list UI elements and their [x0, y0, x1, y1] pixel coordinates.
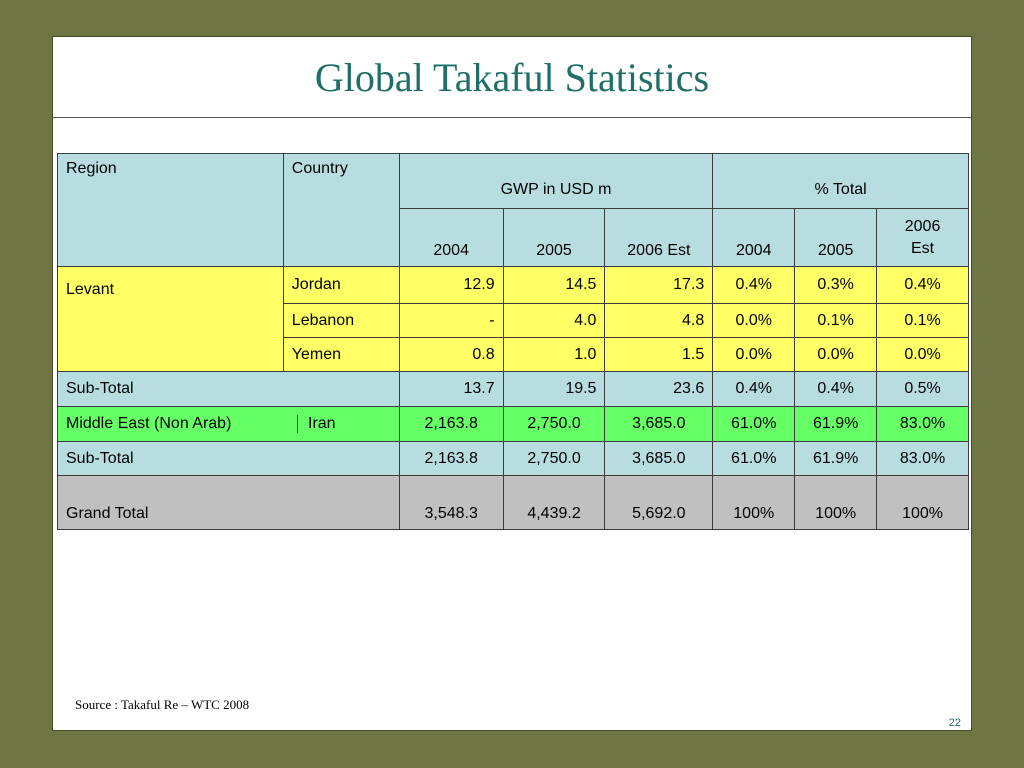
country-cell: Yemen [282, 337, 400, 372]
value-cell: 0.0% [794, 337, 878, 372]
value-cell: 0.5% [876, 371, 969, 407]
title-bar: Global Takaful Statistics [53, 37, 971, 118]
region-levant: Levant [57, 266, 284, 372]
takaful-statistics-table: Region Country GWP in USD m % Total 2004… [57, 153, 969, 530]
subtotal-row: Sub-Total 13.7 19.5 23.6 0.4% 0.4% 0.5% [57, 371, 969, 407]
value-cell: 83.0% [876, 406, 969, 442]
value-cell: 61.9% [794, 406, 878, 442]
header-pct-total: % Total [712, 153, 969, 209]
country-cell: Iran [308, 415, 336, 432]
table-row: Levant Jordan 12.9 14.5 17.3 0.4% 0.3% 0… [57, 266, 969, 372]
header-year: 2005 [794, 208, 878, 267]
value-cell: 1.5 [604, 337, 714, 372]
header-region: Region [57, 153, 284, 267]
value-cell: 0.4% [712, 266, 796, 304]
header-year: 2006 Est [604, 208, 714, 267]
value-cell: 0.0% [712, 337, 796, 372]
header-country: Country [282, 153, 400, 267]
value-cell: 23.6 [604, 371, 714, 407]
grand-total-label: Grand Total [57, 475, 400, 530]
table-row: Middle East (Non Arab) Iran 2,163.8 2,75… [57, 406, 969, 442]
value-cell: 0.1% [876, 303, 969, 338]
subtotal-row: Sub-Total 2,163.8 2,750.0 3,685.0 61.0% … [57, 441, 969, 476]
slide: Global Takaful Statistics Region Country… [52, 36, 972, 731]
value-cell: 0.0% [712, 303, 796, 338]
subtotal-label: Sub-Total [57, 441, 400, 476]
value-cell: 0.8 [398, 337, 504, 372]
value-cell: 0.4% [794, 371, 878, 407]
value-cell: 2,163.8 [398, 441, 504, 476]
header-gwp: GWP in USD m [398, 153, 714, 209]
value-cell: 61.9% [794, 441, 878, 476]
region-middle-east: Middle East (Non Arab) [58, 415, 298, 433]
value-cell: - [398, 303, 504, 338]
header-year: 2006 Est [876, 208, 969, 267]
value-cell: 0.4% [712, 371, 796, 407]
value-cell: 4.0 [502, 303, 606, 338]
value-cell: 61.0% [712, 441, 796, 476]
value-cell: 3,548.3 [398, 475, 504, 530]
header-year-text: 2006 Est [904, 218, 941, 257]
value-cell: 17.3 [604, 266, 714, 304]
value-cell: 100% [876, 475, 969, 530]
value-cell: 19.5 [502, 371, 606, 407]
subtotal-label: Sub-Total [57, 371, 400, 407]
table-header-row: Region Country GWP in USD m % Total [57, 153, 969, 267]
value-cell: 0.1% [794, 303, 878, 338]
country-cell: Jordan [282, 266, 400, 304]
value-cell: 3,685.0 [604, 441, 714, 476]
country-cell: Lebanon [282, 303, 400, 338]
value-cell: 4.8 [604, 303, 714, 338]
value-cell: 13.7 [398, 371, 504, 407]
value-cell: 3,685.0 [604, 406, 714, 442]
grand-total-row: Grand Total 3,548.3 4,439.2 5,692.0 100%… [57, 475, 969, 530]
value-cell: 12.9 [398, 266, 504, 304]
value-cell: 61.0% [712, 406, 796, 442]
value-cell: 1.0 [502, 337, 606, 372]
value-cell: 2,750.0 [502, 406, 606, 442]
value-cell: 0.0% [876, 337, 969, 372]
value-cell: 100% [794, 475, 878, 530]
value-cell: 5,692.0 [604, 475, 714, 530]
page-number: 22 [948, 717, 961, 729]
value-cell: 0.4% [876, 266, 969, 304]
value-cell: 2,163.8 [398, 406, 504, 442]
header-year: 2005 [502, 208, 606, 267]
value-cell: 0.3% [794, 266, 878, 304]
value-cell: 100% [712, 475, 796, 530]
table-row: Yemen 0.8 1.0 1.5 0.0% 0.0% 0.0% [58, 337, 969, 372]
value-cell: 14.5 [502, 266, 606, 304]
header-year: 2004 [712, 208, 796, 267]
value-cell: 83.0% [876, 441, 969, 476]
page-title: Global Takaful Statistics [314, 54, 710, 100]
header-year: 2004 [398, 208, 504, 267]
middle-east-cells: Middle East (Non Arab) Iran [57, 406, 400, 442]
value-cell: 4,439.2 [502, 475, 606, 530]
table-header-years-row: 2004 2005 2006 Est 2004 2005 2006 Est [58, 208, 969, 267]
source-note: Source : Takaful Re – WTC 2008 [75, 697, 250, 712]
value-cell: 2,750.0 [502, 441, 606, 476]
